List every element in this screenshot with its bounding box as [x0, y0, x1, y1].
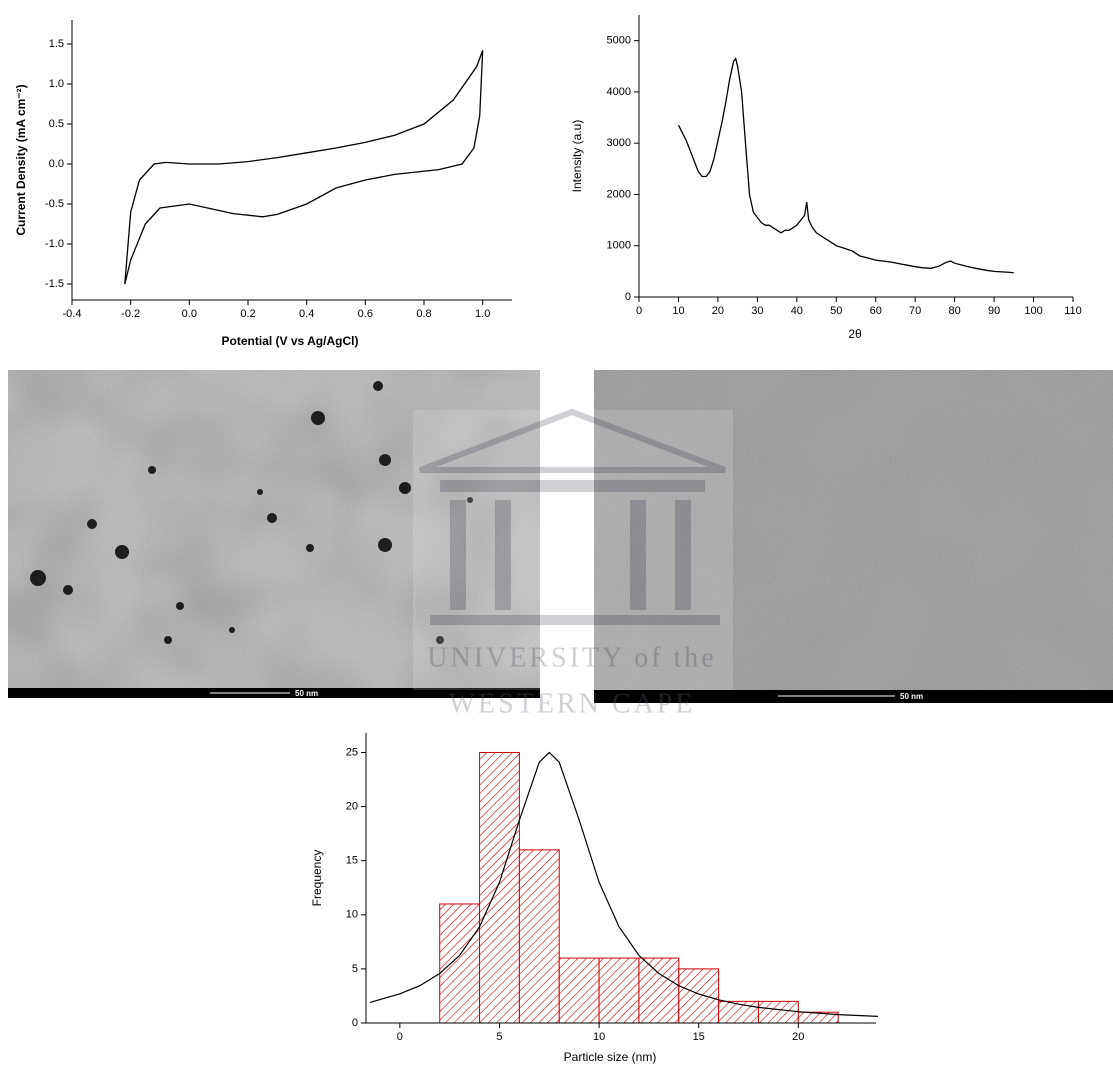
y-tick-label: 25 — [346, 746, 358, 758]
tem-image-left: 50 nm — [8, 370, 540, 698]
x-tick-label: 0.8 — [416, 308, 431, 320]
histogram-bar — [518, 849, 560, 1024]
x-tick-label: 30 — [751, 305, 763, 317]
x-tick-label: 20 — [712, 305, 724, 317]
y-tick-label: 5000 — [607, 35, 631, 47]
x-tick-label: 1.0 — [475, 308, 490, 320]
watermark-line1: UNIVERSITY of the — [427, 642, 716, 673]
x-tick-label: 50 — [830, 305, 842, 317]
histogram-bar — [439, 903, 481, 1024]
x-tick-label: 0.4 — [299, 308, 314, 320]
y-tick-label: 10 — [346, 909, 358, 921]
watermark-line2: WESTERN CAPE — [449, 688, 696, 719]
x-tick-label: 110 — [1064, 305, 1082, 317]
x-tick-label: -0.2 — [121, 308, 140, 320]
y-axis-label: Current Density (mA cm⁻²) — [14, 84, 28, 235]
x-tick-label: 0.6 — [358, 308, 373, 320]
data-line — [677, 57, 1014, 274]
histogram-bar — [678, 968, 720, 1024]
y-tick-label: 1.0 — [49, 78, 64, 90]
x-tick-label: 100 — [1024, 305, 1042, 317]
y-tick-label: 4000 — [607, 86, 631, 98]
x-tick-label: 80 — [949, 305, 961, 317]
histogram-bar — [479, 751, 520, 1024]
x-tick-label: 70 — [909, 305, 921, 317]
y-tick-label: 1.5 — [49, 38, 64, 50]
histogram-bar — [598, 957, 640, 1024]
y-tick-label: 20 — [346, 800, 358, 812]
y-axis-label: Frequency — [310, 850, 324, 907]
y-tick-label: -0.5 — [45, 198, 64, 210]
x-tick-label: 5 — [496, 1031, 502, 1043]
x-tick-label: 40 — [791, 305, 803, 317]
y-tick-label: 0.5 — [49, 118, 64, 130]
fit-curve — [369, 751, 879, 1017]
y-tick-label: 3000 — [607, 137, 631, 149]
x-tick-label: -0.4 — [63, 308, 82, 320]
y-tick-label: 5 — [352, 963, 358, 975]
x-tick-label: 0.0 — [182, 308, 197, 320]
x-tick-label: 60 — [870, 305, 882, 317]
scale-bar-label: 50 nm — [900, 692, 923, 701]
x-axis-label: 2θ — [848, 327, 862, 341]
histogram-bar — [638, 957, 680, 1024]
x-tick-label: 20 — [792, 1031, 804, 1043]
x-tick-label: 0 — [636, 305, 642, 317]
y-tick-label: -1.5 — [45, 278, 64, 290]
y-tick-label: 0.0 — [49, 158, 64, 170]
watermark: UNIVERSITY of the WESTERN CAPE — [413, 408, 733, 719]
histogram-bar — [757, 1000, 799, 1024]
y-tick-label: -1.0 — [45, 238, 64, 250]
histogram-bar — [558, 957, 600, 1024]
y-axis-label: Intensity (a.u) — [570, 120, 584, 193]
tem-image-right: 50 nm — [594, 370, 1113, 703]
y-tick-label: 1000 — [607, 240, 631, 252]
x-axis-label: Potential (V vs Ag/AgCl) — [222, 334, 359, 348]
x-axis-label: Particle size (nm) — [564, 1050, 657, 1064]
y-tick-label: 0 — [352, 1017, 358, 1029]
x-tick-label: 90 — [988, 305, 1000, 317]
y-tick-label: 15 — [346, 855, 358, 867]
x-tick-label: 0 — [397, 1031, 403, 1043]
x-tick-label: 0.2 — [240, 308, 255, 320]
scale-bar-label: 50 nm — [295, 689, 318, 698]
data-line — [124, 50, 484, 285]
x-tick-label: 10 — [593, 1031, 605, 1043]
y-tick-label: 0 — [625, 291, 631, 303]
y-tick-label: 2000 — [607, 188, 631, 200]
x-tick-label: 15 — [693, 1031, 705, 1043]
x-tick-label: 10 — [672, 305, 684, 317]
